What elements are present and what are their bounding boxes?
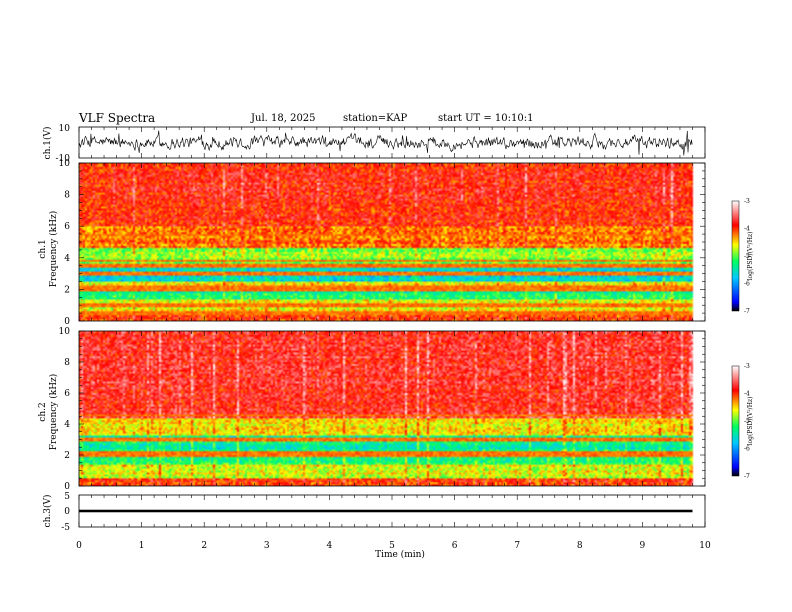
frequency-tick-label: 10 (59, 327, 71, 337)
time-tick-label: 4 (327, 541, 333, 551)
ch3-waveform-band (79, 509, 693, 513)
ch1-waveform-line (78, 130, 693, 156)
ch2-spectrogram-ylabel-ch: ch.2 (38, 402, 48, 421)
time-tick-label: 2 (201, 541, 207, 551)
ch2-spectrogram-ylabel-freq: Frequency (kHz) (48, 374, 59, 451)
ch2-colorbar: -3 -4 -5 -6 -7 log(PSD)(V²/Hz) (731, 363, 754, 480)
ch2-colorbar-gradient (732, 366, 739, 476)
frequency-tick-label: 8 (64, 191, 70, 201)
frequency-tick-label: 6 (64, 222, 70, 232)
ch1-ytick-bottom: -10 (56, 154, 71, 164)
frequency-tick-label: 2 (64, 451, 70, 461)
ch2-colorbar-frame (731, 365, 740, 477)
ch1-spectrogram-yticks: 0 2 4 6 8 10 (59, 159, 705, 327)
ch3-ytick-top: 5 (64, 492, 70, 502)
ch1-spectrogram-panel: 0 2 4 6 8 10 ch.1 Frequency (kHz) (38, 159, 706, 327)
frequency-tick-label: 4 (64, 254, 70, 264)
ch1-spectrogram-ylabel-freq: Frequency (kHz) (48, 211, 59, 288)
ch2-spectrogram-yticks: 0 2 4 6 8 10 (59, 327, 705, 492)
ch2-spectrogram-panel: 0 2 4 6 8 10 ch.2 Frequency (kHz) (38, 327, 706, 492)
frequency-tick-label: 2 (64, 285, 70, 295)
time-axis-label: Time (min) (375, 549, 425, 560)
time-tick-label: 5 (389, 541, 395, 551)
time-tick-label: 10 (699, 541, 711, 551)
ch2-colorbar-label: log(PSD)(V²/Hz) (747, 397, 754, 446)
ch3-ytick-mid: 0 (64, 507, 70, 517)
ch3-waveform-ylabel: ch.3(V) (42, 495, 53, 528)
colorbar-tick-label: -6 (744, 281, 750, 288)
frequency-tick-label: 6 (64, 389, 70, 399)
colorbar-tick-label: -7 (744, 308, 750, 315)
ch1-colorbar-label: log(PSD)(V²/Hz) (747, 232, 754, 281)
station-label: station=KAP (343, 113, 408, 124)
time-tick-label: 1 (139, 541, 145, 551)
colorbar-tick-label: -5 (744, 418, 750, 425)
ch3-ytick-bottom: -5 (61, 523, 70, 533)
colorbar-tick-label: -4 (744, 391, 750, 398)
ch1-ytick-top: 10 (59, 124, 71, 134)
frequency-tick-label: 0 (64, 482, 70, 492)
ch1-spectrogram-image (79, 163, 705, 321)
ch1-spectrogram-ylabel-ch: ch.1 (38, 239, 48, 258)
date-label: Jul. 18, 2025 (251, 113, 316, 124)
ch1-waveform-ylabel: ch.1(V) (42, 127, 53, 160)
ch2-colorbar-ticks: -3 -4 -5 -6 -7 (744, 363, 750, 480)
time-tick-label: 3 (264, 541, 270, 551)
ch1-colorbar-frame (731, 200, 740, 312)
start-time-label: start UT = 10:10:1 (438, 113, 534, 124)
ch1-colorbar-gradient (732, 201, 739, 311)
frequency-tick-label: 0 (64, 317, 70, 327)
frequency-tick-label: 8 (64, 358, 70, 368)
time-tick-label: 8 (577, 541, 583, 551)
time-tick-label: 7 (514, 541, 520, 551)
colorbar-tick-label: -5 (744, 253, 750, 260)
colorbar-tick-label: -4 (744, 226, 750, 233)
time-ticks (78, 127, 706, 527)
colorbar-tick-label: -3 (744, 198, 750, 205)
frequency-tick-label: 10 (59, 159, 71, 169)
colorbar-tick-label: -7 (744, 473, 750, 480)
figure-title: VLF Spectra (79, 111, 156, 125)
time-tick-label: 0 (76, 541, 82, 551)
frequency-tick-label: 4 (64, 420, 70, 430)
colorbar-tick-label: -6 (744, 446, 750, 453)
time-tick-label: 9 (640, 541, 646, 551)
ch2-spectrogram-image (79, 331, 705, 486)
ch1-colorbar: -3 -4 -5 -6 -7 log(PSD)(V²/Hz) (731, 198, 754, 315)
colorbar-tick-label: -3 (744, 363, 750, 370)
ch1-colorbar-ticks: -3 -4 -5 -6 -7 (744, 198, 750, 315)
time-tick-labels: 0 1 2 3 4 5 6 7 8 9 10 (76, 541, 711, 551)
time-tick-label: 6 (452, 541, 458, 551)
